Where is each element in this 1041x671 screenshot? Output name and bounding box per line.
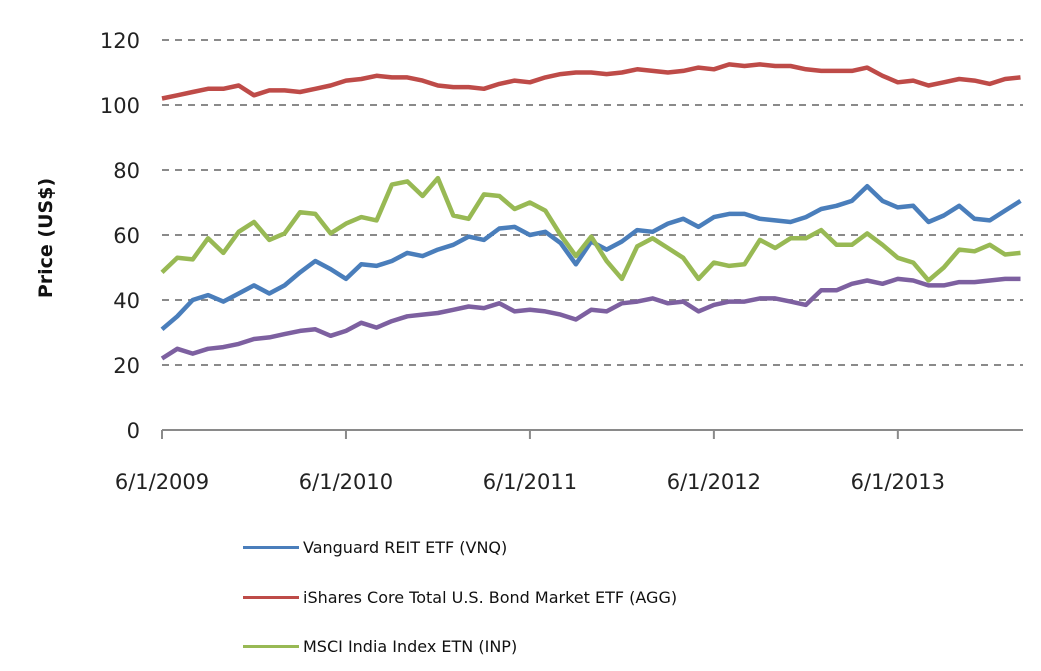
x-tick-label: 6/1/2010 [299,470,393,494]
y-tick-label: 40 [113,289,140,313]
x-tick-label: 6/1/2011 [483,470,577,494]
legend-item: MSCI India Index ETN (INP) [243,637,517,656]
x-tick-label: 6/1/2009 [115,470,209,494]
legend-item: Vanguard REIT ETF (VNQ) [243,538,507,557]
y-tick-label: 20 [113,354,140,378]
y-tick-label: 60 [113,224,140,248]
y-axis-label: Price (US$) [35,178,57,298]
series-line-2 [160,175,1021,283]
legend-label: MSCI India Index ETN (INP) [303,637,518,656]
gridlines [162,39,1023,366]
legend-label: Vanguard REIT ETF (VNQ) [303,538,508,557]
y-tick-label: 100 [100,94,140,118]
legend-swatch [243,546,299,549]
legend-label: iShares Core Total U.S. Bond Market ETF … [303,588,678,607]
x-tick-label: 6/1/2012 [667,470,761,494]
y-tick-label: 0 [127,419,140,443]
y-tick-label: 80 [113,159,140,183]
x-tick-label: 6/1/2013 [851,470,945,494]
axes: 0 20 40 60 80 100 120 6/1/2009 6/1/2010 6/1/2011 6… [100,29,1023,494]
legend-item: iShares Core Total U.S. Bond Market ETF … [243,588,677,607]
series-line-1 [161,62,1021,101]
series-lines [160,62,1022,361]
series-line-3 [160,276,1021,361]
legend-swatch [243,596,299,599]
y-tick-label: 120 [100,29,140,53]
series-line-0 [160,184,1022,332]
legend-swatch [243,645,299,648]
